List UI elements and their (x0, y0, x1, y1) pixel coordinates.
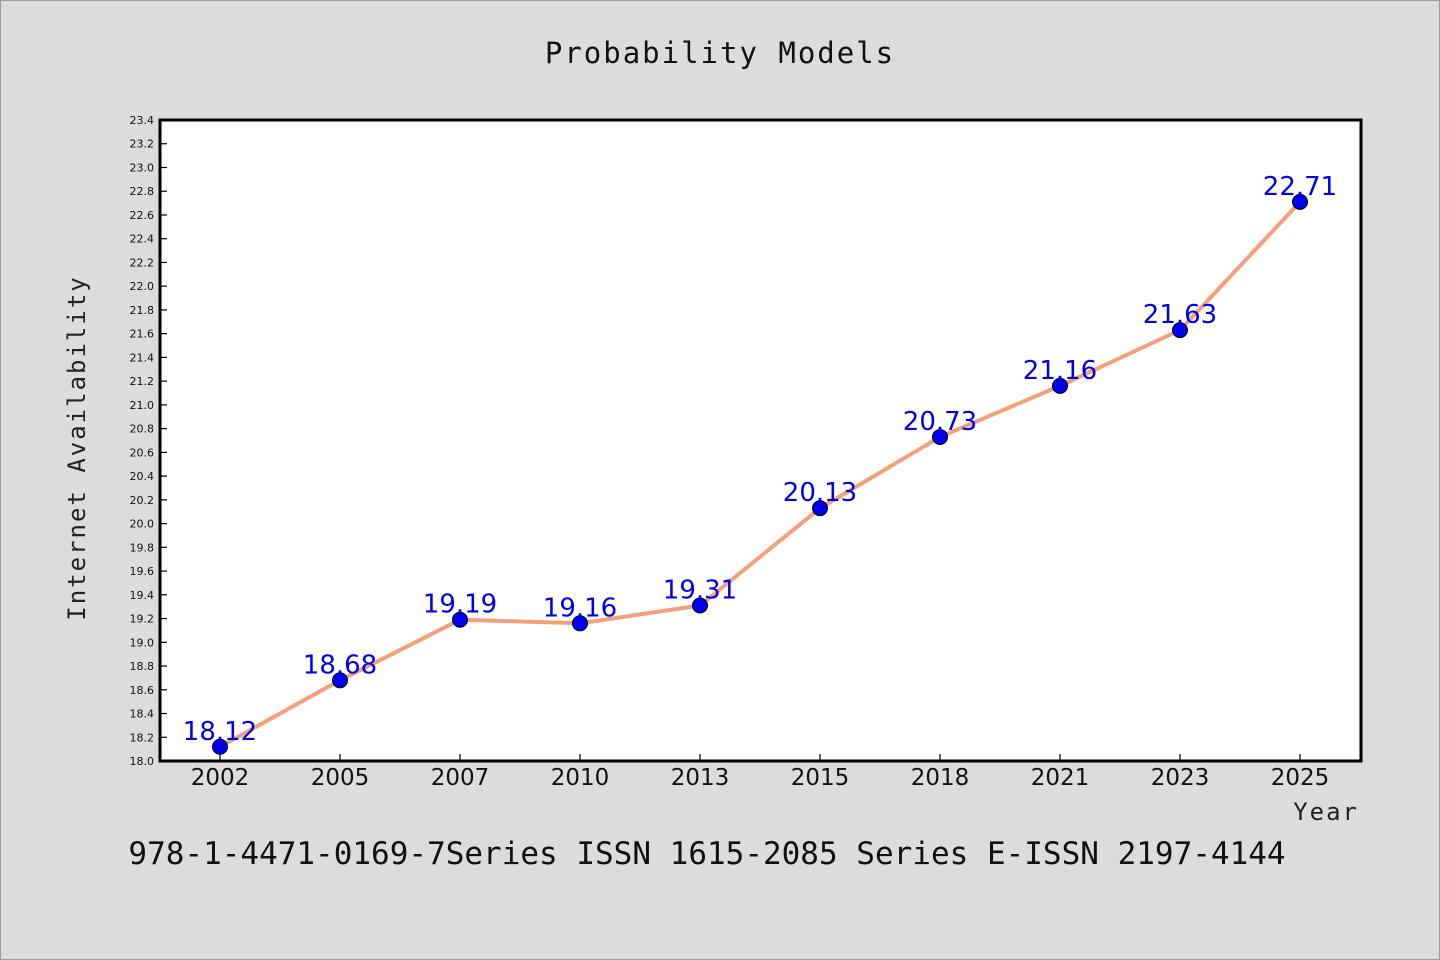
x-tick-label: 2015 (791, 765, 850, 791)
y-tick-label: 20.4 (130, 470, 155, 483)
x-tick-label: 2018 (911, 765, 970, 791)
y-tick-label: 20.2 (130, 494, 155, 507)
data-label: 19.16 (543, 593, 617, 623)
y-tick-label: 22.2 (130, 256, 155, 269)
x-axis-label: Year (1293, 798, 1359, 826)
data-point (212, 738, 228, 755)
data-label: 18.68 (303, 650, 377, 680)
x-axis: 2002 2005 2007 2010 2013 2015 2018 2021 2023 2025 (191, 754, 1330, 791)
y-tick-label: 19.4 (130, 589, 155, 602)
x-tick-label: 2010 (551, 765, 610, 791)
y-tick-label: 23.0 (130, 161, 155, 174)
series-line (219, 200, 1302, 749)
y-tick-label: 20.0 (130, 518, 155, 531)
y-tick-label: 21.0 (130, 399, 155, 412)
y-tick-label: 21.6 (130, 328, 155, 341)
data-point (1172, 322, 1188, 339)
x-tick-label: 2025 (1271, 765, 1330, 791)
y-tick-label: 18.4 (130, 708, 155, 721)
data-label: 19.19 (423, 590, 497, 620)
x-tick-label: 2013 (671, 765, 730, 791)
data-point (332, 672, 348, 689)
data-point (932, 428, 948, 445)
y-tick-label: 18.2 (130, 731, 155, 744)
x-tick-label: 2007 (431, 765, 490, 791)
y-tick-label: 22.0 (130, 280, 155, 293)
data-labels: 18.12 18.68 19.19 19.16 19.31 20.13 20.73 21.16… (183, 172, 1337, 747)
data-label: 21.16 (1023, 356, 1097, 386)
data-label: 22.71 (1263, 172, 1337, 202)
data-point (572, 615, 588, 632)
y-tick-label: 19.8 (130, 541, 155, 554)
y-tick-label: 18.8 (130, 660, 155, 673)
x-tick-label: 2002 (191, 765, 250, 791)
y-tick-label: 19.0 (130, 636, 155, 649)
x-tick-label: 2023 (1151, 765, 1210, 791)
y-tick-label: 21.8 (130, 304, 155, 317)
x-tick-label: 2021 (1031, 765, 1090, 791)
chart-title: Probability Models (545, 36, 895, 70)
y-tick-label: 23.4 (130, 114, 155, 127)
y-tick-label: 23.2 (130, 138, 155, 151)
y-tick-label: 19.2 (130, 613, 155, 626)
plot-area (158, 118, 1363, 763)
y-tick-label: 20.8 (130, 423, 155, 436)
data-point (1052, 377, 1068, 394)
y-tick-label: 20.6 (130, 446, 155, 459)
y-tick-label: 22.4 (130, 233, 155, 246)
y-tick-label: 21.2 (130, 375, 155, 388)
y-axis-label: Internet Availability (63, 275, 91, 620)
series-group (212, 193, 1308, 755)
y-tick-label: 22.6 (130, 209, 155, 222)
data-label: 20.13 (783, 478, 857, 508)
x-tick-label: 2005 (311, 765, 370, 791)
data-point (812, 500, 828, 517)
y-tick-label: 22.8 (130, 185, 155, 198)
data-label: 18.12 (183, 717, 257, 747)
y-axis: 18.0 18.2 18.4 18.6 18.8 19.0 19.2 19.4 19.6 19.8… (130, 114, 167, 768)
data-label: 19.31 (663, 575, 737, 605)
y-tick-label: 18.6 (130, 684, 155, 697)
footer-text: 978-1-4471-0169-7Series ISSN 1615-2085 S… (128, 836, 1285, 872)
data-label: 20.73 (903, 407, 977, 437)
data-point (452, 611, 468, 628)
data-label: 21.63 (1143, 300, 1217, 330)
data-point (692, 597, 708, 614)
y-tick-label: 18.0 (130, 755, 155, 768)
data-point (1292, 193, 1308, 210)
y-tick-label: 19.6 (130, 565, 155, 578)
y-tick-label: 21.4 (130, 351, 155, 364)
